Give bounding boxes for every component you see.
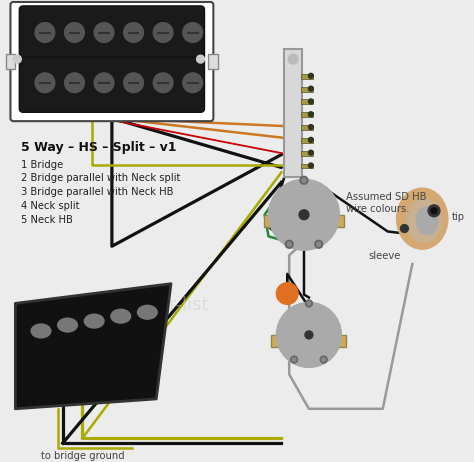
Bar: [301, 138, 313, 143]
Circle shape: [276, 283, 298, 304]
Bar: [6, 54, 15, 69]
Text: 1 Bridge: 1 Bridge: [21, 159, 64, 170]
Circle shape: [302, 178, 306, 182]
Circle shape: [309, 86, 313, 91]
Circle shape: [309, 150, 313, 155]
Circle shape: [285, 240, 293, 248]
Circle shape: [300, 176, 308, 184]
Text: 3 Bridge parallel with Neck HB: 3 Bridge parallel with Neck HB: [21, 187, 174, 197]
Circle shape: [431, 208, 437, 214]
Circle shape: [153, 73, 173, 92]
Bar: [209, 54, 219, 69]
Circle shape: [309, 73, 313, 79]
Bar: [301, 112, 313, 117]
Circle shape: [268, 179, 339, 250]
Circle shape: [287, 242, 291, 246]
Bar: [264, 215, 345, 226]
FancyBboxPatch shape: [19, 57, 204, 112]
Text: guitar-list: guitar-list: [123, 296, 209, 314]
Circle shape: [309, 163, 313, 168]
Ellipse shape: [416, 207, 438, 234]
Ellipse shape: [406, 199, 442, 242]
Circle shape: [401, 225, 409, 232]
Circle shape: [64, 73, 84, 92]
Circle shape: [183, 73, 202, 92]
Circle shape: [309, 112, 313, 117]
Circle shape: [292, 358, 296, 361]
Circle shape: [35, 73, 55, 92]
Polygon shape: [15, 284, 171, 409]
Circle shape: [94, 73, 114, 92]
Circle shape: [64, 23, 84, 43]
Circle shape: [13, 55, 21, 63]
Circle shape: [124, 23, 144, 43]
Bar: [301, 151, 313, 156]
Text: Assumed SD HB
wire colours.: Assumed SD HB wire colours.: [346, 192, 427, 214]
Ellipse shape: [58, 318, 77, 332]
Circle shape: [309, 137, 313, 142]
Circle shape: [320, 356, 327, 363]
Circle shape: [305, 331, 313, 339]
Circle shape: [305, 300, 312, 307]
Circle shape: [309, 125, 313, 129]
Circle shape: [291, 356, 298, 363]
Bar: [272, 335, 346, 346]
Circle shape: [307, 302, 310, 305]
Circle shape: [197, 55, 204, 63]
Text: sleeve: sleeve: [368, 251, 401, 261]
Bar: [301, 87, 313, 91]
Circle shape: [124, 73, 144, 92]
Text: 2 Bridge parallel with Neck split: 2 Bridge parallel with Neck split: [21, 173, 181, 183]
Bar: [301, 125, 313, 130]
Ellipse shape: [31, 324, 51, 338]
Text: 5 Neck HB: 5 Neck HB: [21, 215, 73, 225]
Bar: [301, 99, 313, 104]
Text: tip: tip: [452, 212, 465, 222]
Ellipse shape: [84, 314, 104, 328]
Bar: [301, 164, 313, 169]
Bar: [284, 49, 302, 177]
Circle shape: [276, 303, 341, 367]
Circle shape: [315, 240, 323, 248]
Circle shape: [153, 23, 173, 43]
Circle shape: [317, 242, 321, 246]
Text: 5 Way – HS – Split – v1: 5 Way – HS – Split – v1: [21, 141, 177, 154]
Text: to bridge ground: to bridge ground: [41, 451, 124, 461]
Ellipse shape: [111, 309, 131, 323]
Circle shape: [299, 210, 309, 219]
Text: 4 Neck split: 4 Neck split: [21, 201, 80, 211]
Circle shape: [309, 99, 313, 104]
Circle shape: [428, 205, 440, 217]
FancyBboxPatch shape: [10, 2, 213, 121]
Ellipse shape: [137, 305, 157, 319]
Ellipse shape: [397, 188, 448, 249]
FancyBboxPatch shape: [19, 6, 204, 61]
Circle shape: [94, 23, 114, 43]
Circle shape: [35, 23, 55, 43]
Bar: [301, 74, 313, 79]
Circle shape: [322, 358, 326, 361]
Circle shape: [183, 23, 202, 43]
Circle shape: [288, 54, 298, 64]
